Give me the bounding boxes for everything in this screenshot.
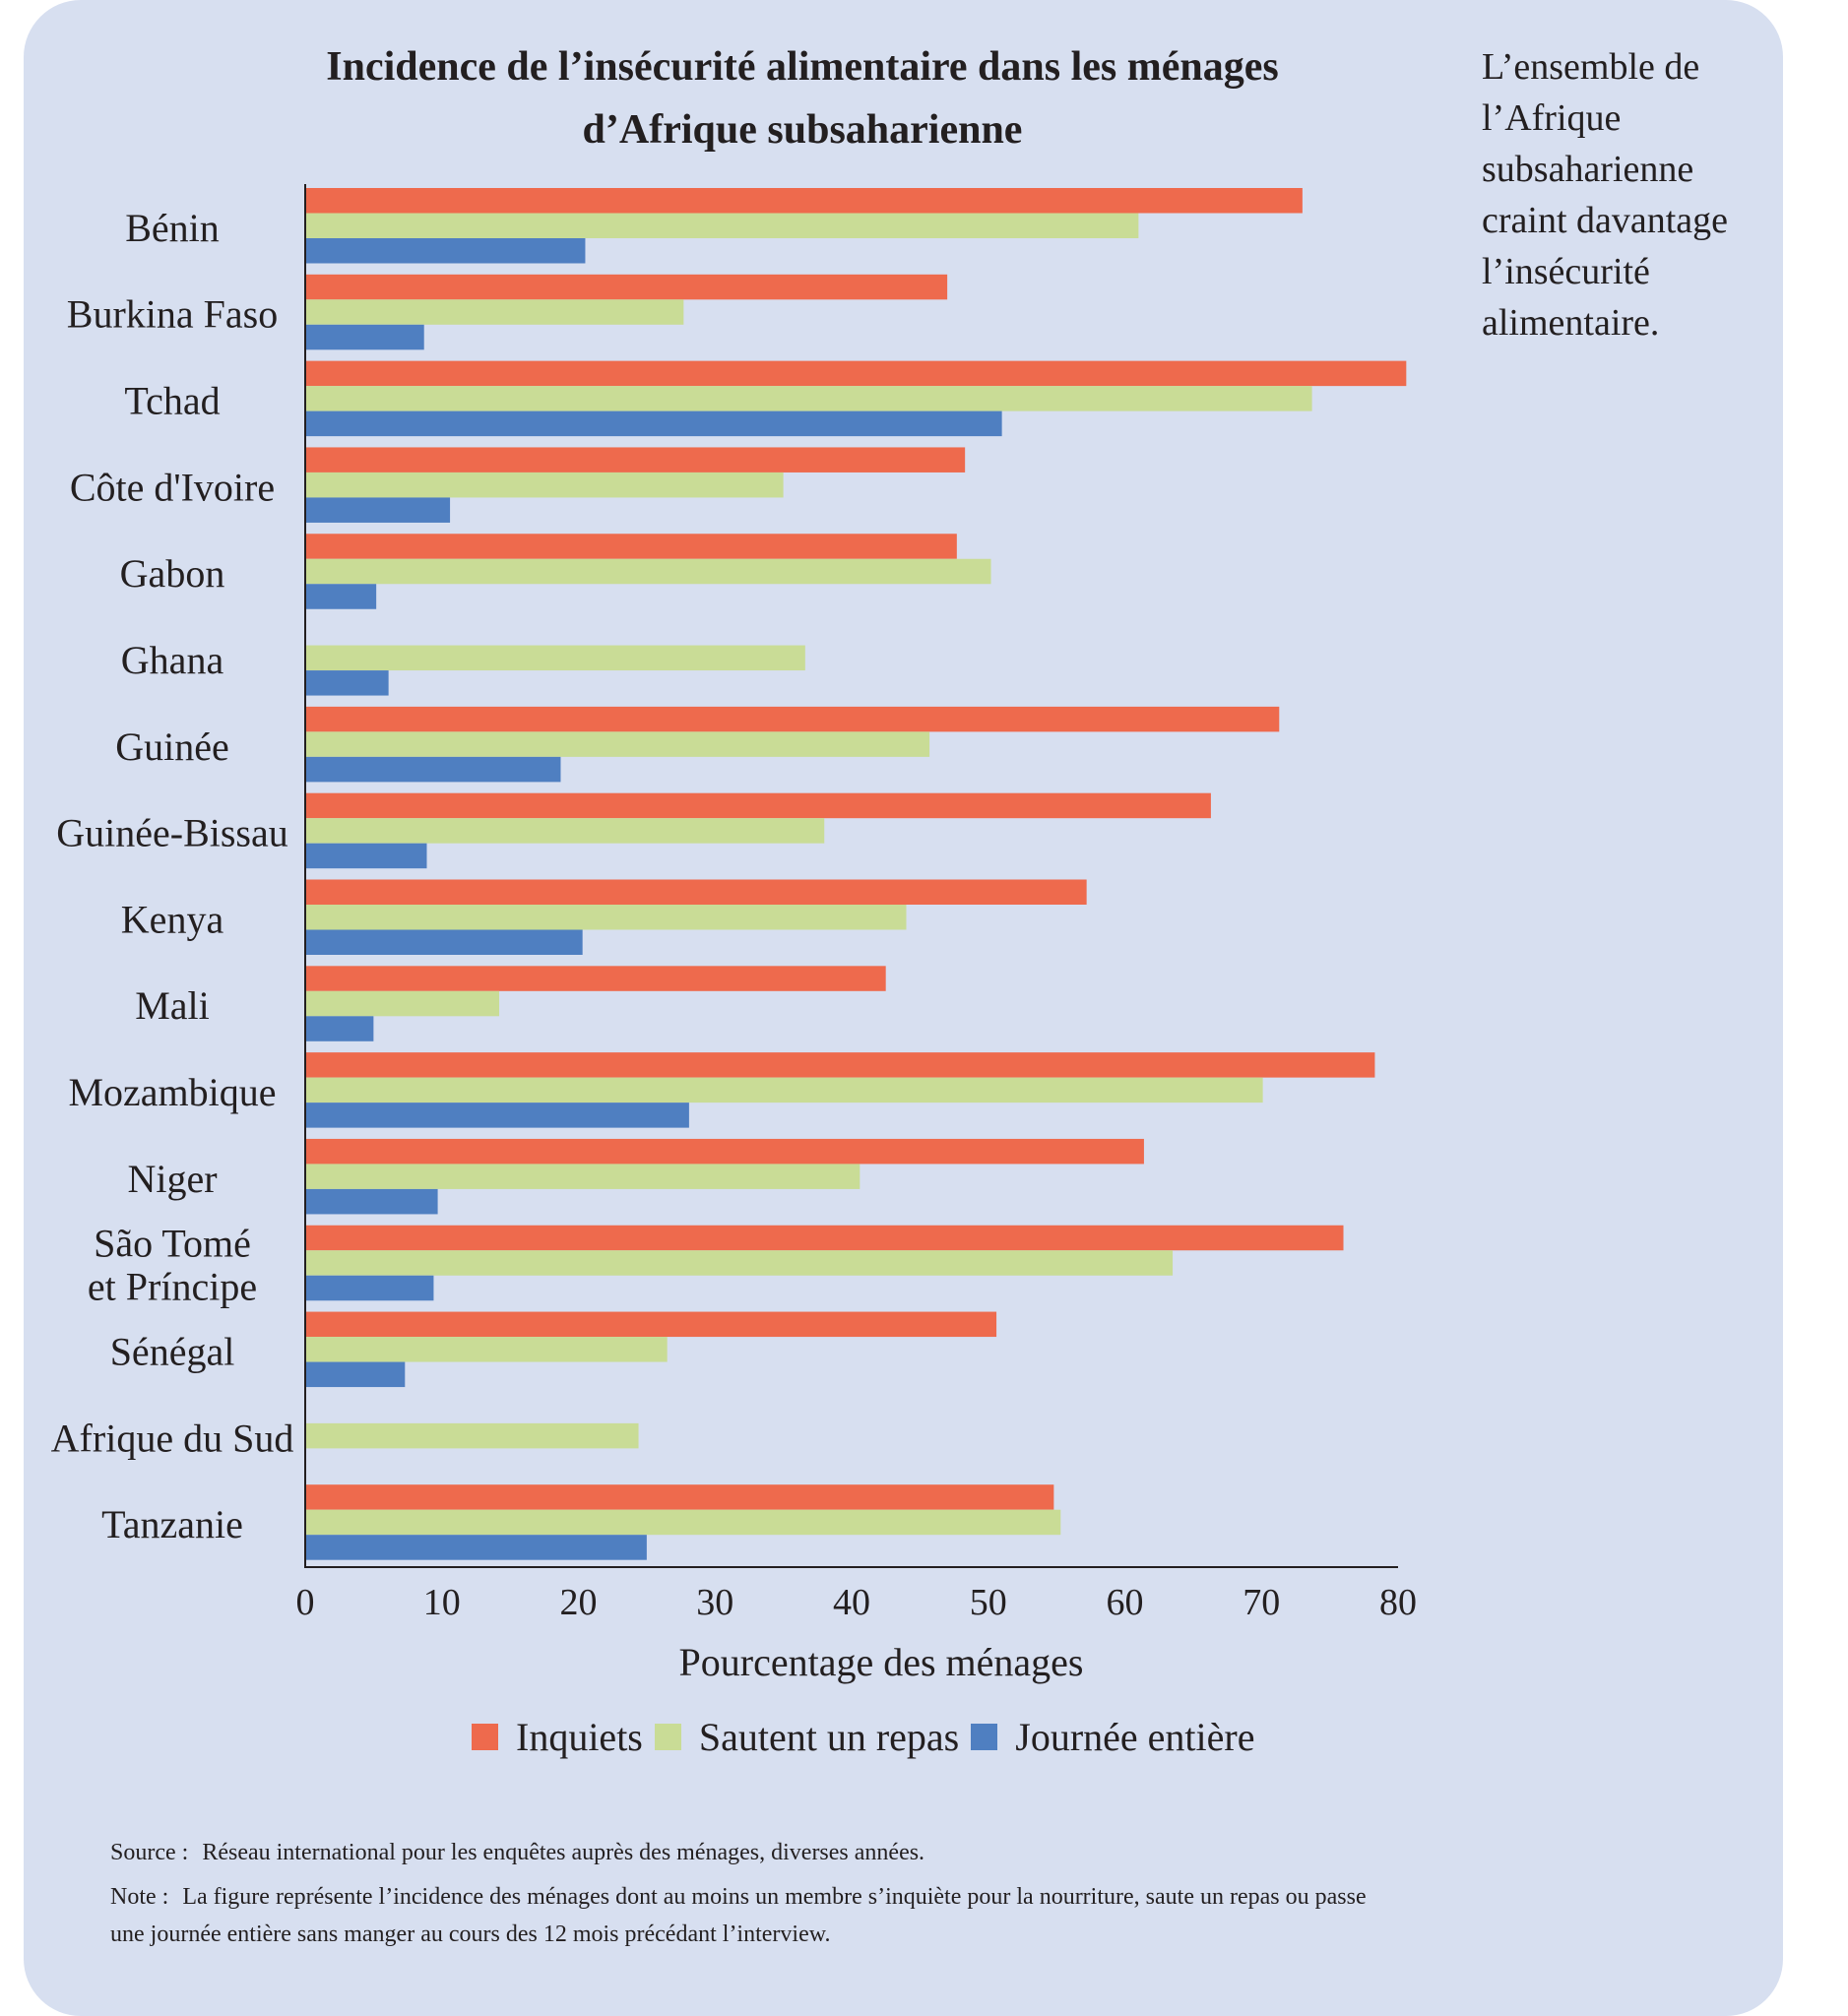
x-axis-title: Pourcentage des ménages (679, 1640, 1084, 1684)
bar-sautent-un-repas-1 (305, 299, 684, 325)
bar-journ-e-enti-re-15 (305, 1535, 647, 1560)
x-tick-label-20: 20 (560, 1582, 598, 1623)
bar-sautent-un-repas-9 (305, 990, 500, 1017)
bar-journ-e-enti-re-10 (305, 1102, 689, 1128)
bar-sautent-un-repas-8 (305, 905, 907, 930)
category-label-14: Afrique du Sud (51, 1416, 294, 1460)
category-label-8: Kenya (121, 897, 224, 941)
legend-item-inquiets: Inquiets (472, 1714, 643, 1760)
bar-sautent-un-repas-7 (305, 818, 825, 844)
bar-journ-e-enti-re-3 (305, 497, 451, 523)
bar-inquiets-0 (305, 188, 1303, 214)
bar-journ-e-enti-re-7 (305, 843, 427, 869)
legend-swatch-inquiets (472, 1723, 498, 1750)
x-tick-label-40: 40 (833, 1582, 870, 1623)
bar-sautent-un-repas-5 (305, 645, 805, 671)
bar-sautent-un-repas-4 (305, 558, 991, 585)
x-tick-label-0: 0 (296, 1582, 315, 1623)
legend-item-journee: Journée entière (971, 1714, 1254, 1760)
bar-journ-e-enti-re-6 (305, 756, 561, 783)
category-label-15: Tanzanie (101, 1502, 243, 1546)
category-label-9: Mali (135, 983, 210, 1028)
bar-inquiets-7 (305, 792, 1211, 819)
category-label-11: Niger (127, 1157, 217, 1201)
x-tick-label-50: 50 (970, 1582, 1007, 1623)
category-label-1: Burkina Faso (67, 292, 278, 337)
chart-title-line-1: Incidence de l’insécurité alimentaire da… (326, 44, 1279, 90)
bar-sautent-un-repas-14 (305, 1422, 639, 1449)
bar-sautent-un-repas-2 (305, 386, 1312, 411)
bar-inquiets-15 (305, 1484, 1054, 1510)
bar-sautent-un-repas-0 (305, 213, 1139, 238)
source-text: Réseau international pour les enquêtes a… (202, 1840, 925, 1865)
category-label-13: Sénégal (110, 1329, 235, 1373)
legend-item-sautent: Sautent un repas (654, 1714, 960, 1760)
category-label-7: Guinée-Bissau (56, 811, 288, 855)
source-line: Source : Réseau international pour les en… (110, 1833, 1390, 1872)
bar-sautent-un-repas-11 (305, 1164, 860, 1189)
note-line: Note : La figure représente l’incidence d… (110, 1878, 1390, 1953)
legend-swatch-sautent (654, 1723, 681, 1750)
bar-inquiets-4 (305, 534, 957, 559)
category-label-4: Gabon (120, 551, 225, 596)
x-tick-label-60: 60 (1107, 1582, 1144, 1623)
category-label-10: Mozambique (68, 1070, 276, 1114)
bar-inquiets-12 (305, 1225, 1344, 1251)
bar-sautent-un-repas-3 (305, 472, 784, 498)
category-label-3: Côte d'Ivoire (70, 465, 275, 509)
legend-label-sautent: Sautent un repas (698, 1714, 960, 1759)
bar-inquiets-2 (305, 360, 1407, 387)
category-label-2: Tchad (124, 379, 220, 423)
bar-inquiets-9 (305, 966, 886, 991)
chart-footer: Source : Réseau international pour les en… (110, 1833, 1390, 1953)
x-tick-label-10: 10 (423, 1582, 461, 1623)
bar-sautent-un-repas-10 (305, 1077, 1263, 1103)
x-tick-label-30: 30 (696, 1582, 733, 1623)
bar-journ-e-enti-re-13 (305, 1361, 406, 1388)
legend-label-journee: Journée entière (1015, 1714, 1255, 1759)
bar-inquiets-10 (305, 1052, 1375, 1078)
chart-legend: Inquiets Sautent un repas Journée entièr… (472, 1709, 1266, 1764)
category-label-6: Guinée (115, 724, 229, 769)
bar-journ-e-enti-re-9 (305, 1016, 374, 1041)
x-tick-label-70: 70 (1243, 1582, 1280, 1623)
bar-journ-e-enti-re-5 (305, 670, 389, 696)
bar-journ-e-enti-re-4 (305, 584, 377, 609)
x-tick-label-80: 80 (1379, 1582, 1417, 1623)
bar-sautent-un-repas-13 (305, 1337, 668, 1362)
source-label: Source : (110, 1840, 189, 1865)
bar-journ-e-enti-re-11 (305, 1188, 438, 1215)
bar-inquiets-3 (305, 447, 966, 472)
bar-journ-e-enti-re-12 (305, 1275, 434, 1301)
legend-label-inquiets: Inquiets (516, 1714, 643, 1759)
bar-sautent-un-repas-12 (305, 1250, 1174, 1276)
note-label: Note : (110, 1884, 169, 1910)
bar-journ-e-enti-re-8 (305, 929, 583, 955)
bar-journ-e-enti-re-2 (305, 410, 1002, 437)
bar-inquiets-13 (305, 1311, 997, 1338)
bar-inquiets-1 (305, 274, 948, 300)
bar-inquiets-8 (305, 879, 1087, 905)
bar-sautent-un-repas-15 (305, 1509, 1061, 1536)
side-note: L’ensemble de l’Afrique subsaharienne cr… (1482, 46, 1729, 344)
chart-title: Incidence de l’insécurité alimentaire da… (197, 35, 1408, 161)
category-label-0: Bénin (125, 206, 220, 250)
bar-inquiets-6 (305, 706, 1280, 732)
bar-sautent-un-repas-6 (305, 731, 930, 757)
bar-journ-e-enti-re-1 (305, 324, 424, 350)
note-text: La figure représente l’incidence des mén… (110, 1884, 1367, 1947)
bar-journ-e-enti-re-0 (305, 238, 586, 264)
category-label-12: São Tomé et Príncipe (88, 1222, 257, 1309)
legend-swatch-journee (971, 1723, 998, 1750)
bar-inquiets-11 (305, 1138, 1144, 1165)
chart-title-line-2: d’Afrique subsaharienne (582, 107, 1023, 153)
category-label-5: Ghana (121, 638, 224, 682)
